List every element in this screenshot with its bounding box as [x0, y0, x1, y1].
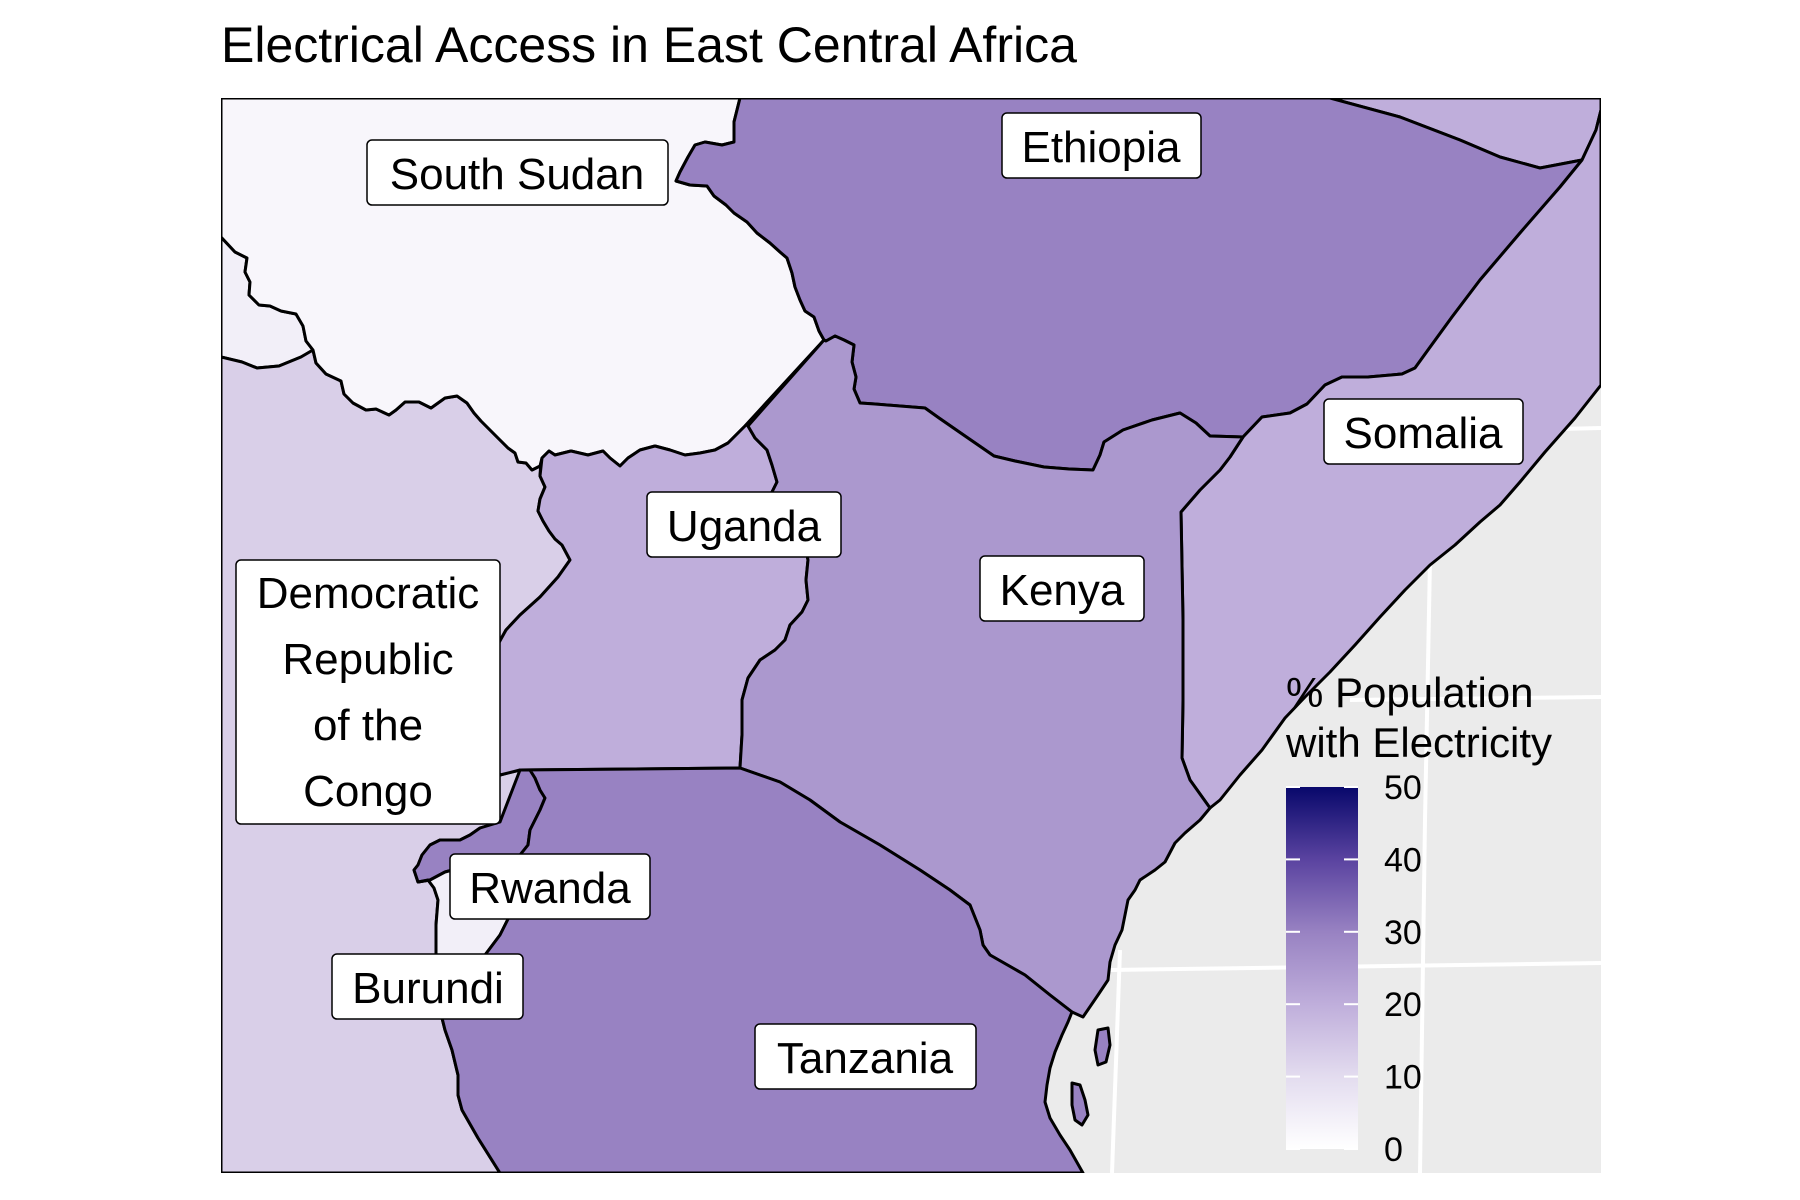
label-somalia-text: Somalia: [1344, 409, 1503, 458]
label-uganda-text: Uganda: [667, 502, 822, 551]
legend-tick-label: 30: [1384, 914, 1422, 952]
label-drc-line-2: Republic: [282, 635, 453, 684]
island-pemba: [1093, 1026, 1112, 1067]
legend-tick-label: 50: [1384, 769, 1422, 807]
legend-ticks: 0 10 20 30 40 50: [1286, 769, 1422, 1169]
legend-tick-label: 10: [1384, 1059, 1422, 1097]
label-tanzania-text: Tanzania: [777, 1034, 954, 1083]
label-drc-line-4: Congo: [303, 767, 433, 816]
label-burundi: Burundi: [331, 953, 524, 1020]
island-zanzibar: [1070, 1081, 1090, 1127]
legend: % Population with Electricity 0 10 20 30 40 5…: [1285, 669, 1552, 1169]
label-ethiopia: Ethiopia: [1001, 112, 1202, 179]
label-drc-line-3: of the: [313, 701, 423, 750]
label-kenya-text: Kenya: [1000, 566, 1125, 615]
legend-title-line-2: with Electricity: [1285, 719, 1552, 766]
legend-title-line-1: % Population: [1286, 669, 1534, 716]
legend-tick-label: 20: [1384, 986, 1422, 1024]
label-kenya: Kenya: [979, 555, 1145, 622]
label-drc-line-1: Democratic: [257, 569, 480, 618]
legend-tick-label: 0: [1384, 1131, 1403, 1169]
label-uganda: Uganda: [646, 491, 842, 558]
label-rwanda: Rwanda: [449, 853, 651, 920]
label-rwanda-text: Rwanda: [469, 864, 631, 913]
graticule-line: [1418, 559, 1432, 1173]
legend-tick-label: 40: [1384, 841, 1422, 879]
label-south-sudan: South Sudan: [366, 139, 669, 206]
legend-colorbar: [1286, 787, 1358, 1149]
graticule-line: [1110, 949, 1122, 1173]
label-tanzania: Tanzania: [754, 1023, 977, 1090]
label-drc: Democratic Republic of the Congo: [235, 559, 501, 825]
label-somalia: Somalia: [1323, 398, 1524, 465]
graticule-line: [1349, 695, 1601, 702]
label-south-sudan-text: South Sudan: [390, 150, 644, 199]
label-ethiopia-text: Ethiopia: [1021, 123, 1181, 172]
map-title: Electrical Access in East Central Africa: [221, 17, 1077, 73]
label-burundi-text: Burundi: [352, 964, 504, 1013]
country-kenya: [738, 334, 1245, 1019]
